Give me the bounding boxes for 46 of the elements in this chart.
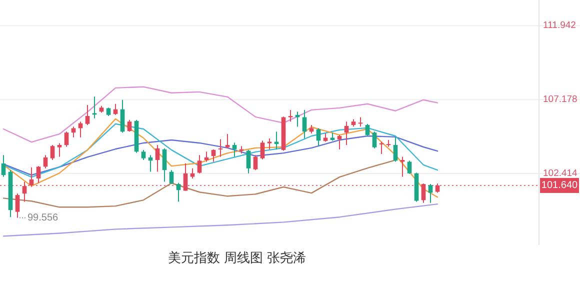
- candlestick: [50, 144, 55, 161]
- text: 美元指数 周线图 张尧浠: [168, 250, 306, 266]
- candlestick: [1, 154, 6, 178]
- candlestick: [127, 119, 132, 132]
- y-tick-label: 111.942: [543, 20, 576, 32]
- candlestick: [260, 140, 265, 160]
- candlestick: [232, 142, 237, 158]
- candlestick: [274, 131, 279, 150]
- ref-line-label: 101.640: [541, 180, 578, 191]
- candlestick: [155, 144, 160, 172]
- annotation: 99.556: [28, 212, 59, 224]
- candlestick: [57, 142, 62, 158]
- candlestick: [197, 154, 202, 174]
- candlestick: [36, 166, 41, 184]
- candlestick: [71, 126, 76, 138]
- candlestick: [246, 149, 251, 174]
- line-series: [2, 203, 438, 237]
- candlestick: [407, 160, 412, 174]
- candlestick: [162, 148, 167, 182]
- candlestick: [64, 131, 69, 148]
- candlestick: [372, 131, 377, 149]
- candlestick: [211, 148, 216, 162]
- candlestick: [85, 104, 90, 126]
- candlestick: [253, 154, 258, 171]
- line-series: [2, 135, 438, 176]
- candlestick: [365, 123, 370, 136]
- candlestick: [267, 138, 272, 150]
- candlestick: [302, 109, 307, 139]
- line-series: [2, 86, 438, 143]
- candlestick: [141, 149, 146, 161]
- y-tick-label: 102.414: [543, 168, 578, 179]
- candlestick: [169, 170, 174, 185]
- candlestick: [92, 96, 97, 119]
- y-tick-label: 107.178: [543, 94, 578, 106]
- candlestick: [393, 136, 398, 162]
- candlestick: [218, 138, 223, 158]
- candlestick: [190, 168, 195, 179]
- candlestick: [120, 99, 125, 134]
- line-series: [2, 123, 438, 178]
- candlestick: [225, 133, 230, 149]
- candlestick: [358, 116, 363, 128]
- candlestick: [337, 134, 342, 150]
- candlestick: [428, 184, 433, 204]
- candlestick: [344, 121, 349, 146]
- candlestick: [176, 182, 181, 202]
- candlestick: [15, 193, 20, 218]
